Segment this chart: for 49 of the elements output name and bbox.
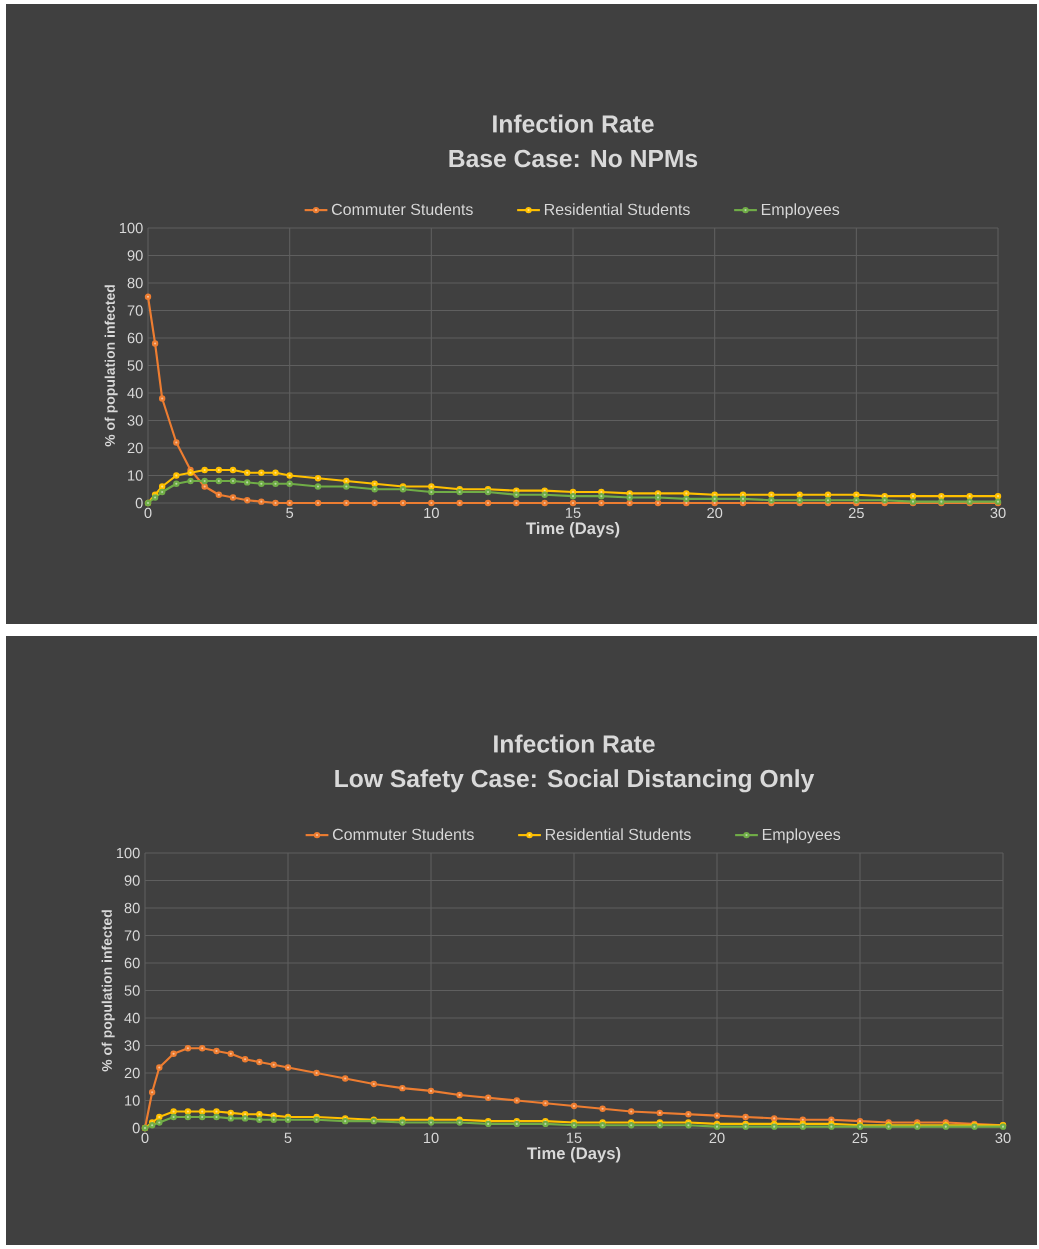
y-tick-label: 40 <box>124 1012 140 1024</box>
x-tick-label: 25 <box>852 1132 868 1144</box>
y-tick-label: 10 <box>128 470 143 481</box>
legend-label: Employees <box>762 828 841 844</box>
x-tick-label: 15 <box>566 1132 582 1143</box>
y-tick-label: 70 <box>127 305 143 316</box>
x-tick-label: 20 <box>709 1132 725 1144</box>
y-tick-label: 10 <box>125 1095 140 1106</box>
x-tick-label: 15 <box>565 507 581 518</box>
x-tick-label: 30 <box>995 1132 1011 1144</box>
y-tick-label: 80 <box>127 277 143 289</box>
x-tick-label: 0 <box>144 507 152 519</box>
y-tick-label: 100 <box>116 847 140 859</box>
y-tick-label: 20 <box>127 442 143 454</box>
x-tick-label: 10 <box>423 1132 439 1144</box>
y-axis-title: % of population infected <box>101 910 115 1072</box>
legend-label: Residential Students <box>545 828 691 841</box>
y-tick-label: 20 <box>124 1067 140 1079</box>
legend-label: Employees <box>761 203 840 219</box>
y-tick-label: 40 <box>127 387 143 399</box>
x-tick-label: 5 <box>286 507 294 518</box>
y-tick-label: 0 <box>132 1122 140 1134</box>
y-tick-label: 30 <box>127 415 143 426</box>
x-tick-label: 10 <box>424 507 439 519</box>
y-tick-label: 90 <box>124 875 140 886</box>
x-axis-title: Time (Days) <box>526 521 620 538</box>
legend-label: Commuter Students <box>331 203 473 216</box>
legend-label: Residential Students <box>544 203 690 216</box>
x-tick-label: 30 <box>990 507 1006 519</box>
chart-title: Infection Rate <box>494 734 655 753</box>
x-tick-label: 20 <box>707 507 723 519</box>
chart-subtitle: Base Case: No NPMs <box>449 149 698 168</box>
x-tick-label: 25 <box>848 507 864 519</box>
y-tick-label: 60 <box>124 957 140 969</box>
y-tick-label: 60 <box>127 332 143 344</box>
x-axis-title: Time (Days) <box>527 1146 621 1163</box>
y-axis-title: % of population infected <box>104 285 118 447</box>
y-tick-label: 90 <box>127 250 143 261</box>
x-tick-label: 5 <box>284 1132 292 1143</box>
chart-title: Infection Rate <box>493 114 654 133</box>
y-tick-label: 30 <box>124 1040 140 1051</box>
y-tick-label: 0 <box>135 497 143 509</box>
y-tick-label: 50 <box>127 360 143 371</box>
y-tick-label: 100 <box>119 222 143 234</box>
y-tick-label: 50 <box>124 985 140 996</box>
chart-subtitle: Low Safety Case: Social Distancing Only <box>335 769 815 793</box>
y-tick-label: 80 <box>124 902 140 914</box>
legend-label: Commuter Students <box>332 828 474 841</box>
y-tick-label: 70 <box>124 930 140 941</box>
